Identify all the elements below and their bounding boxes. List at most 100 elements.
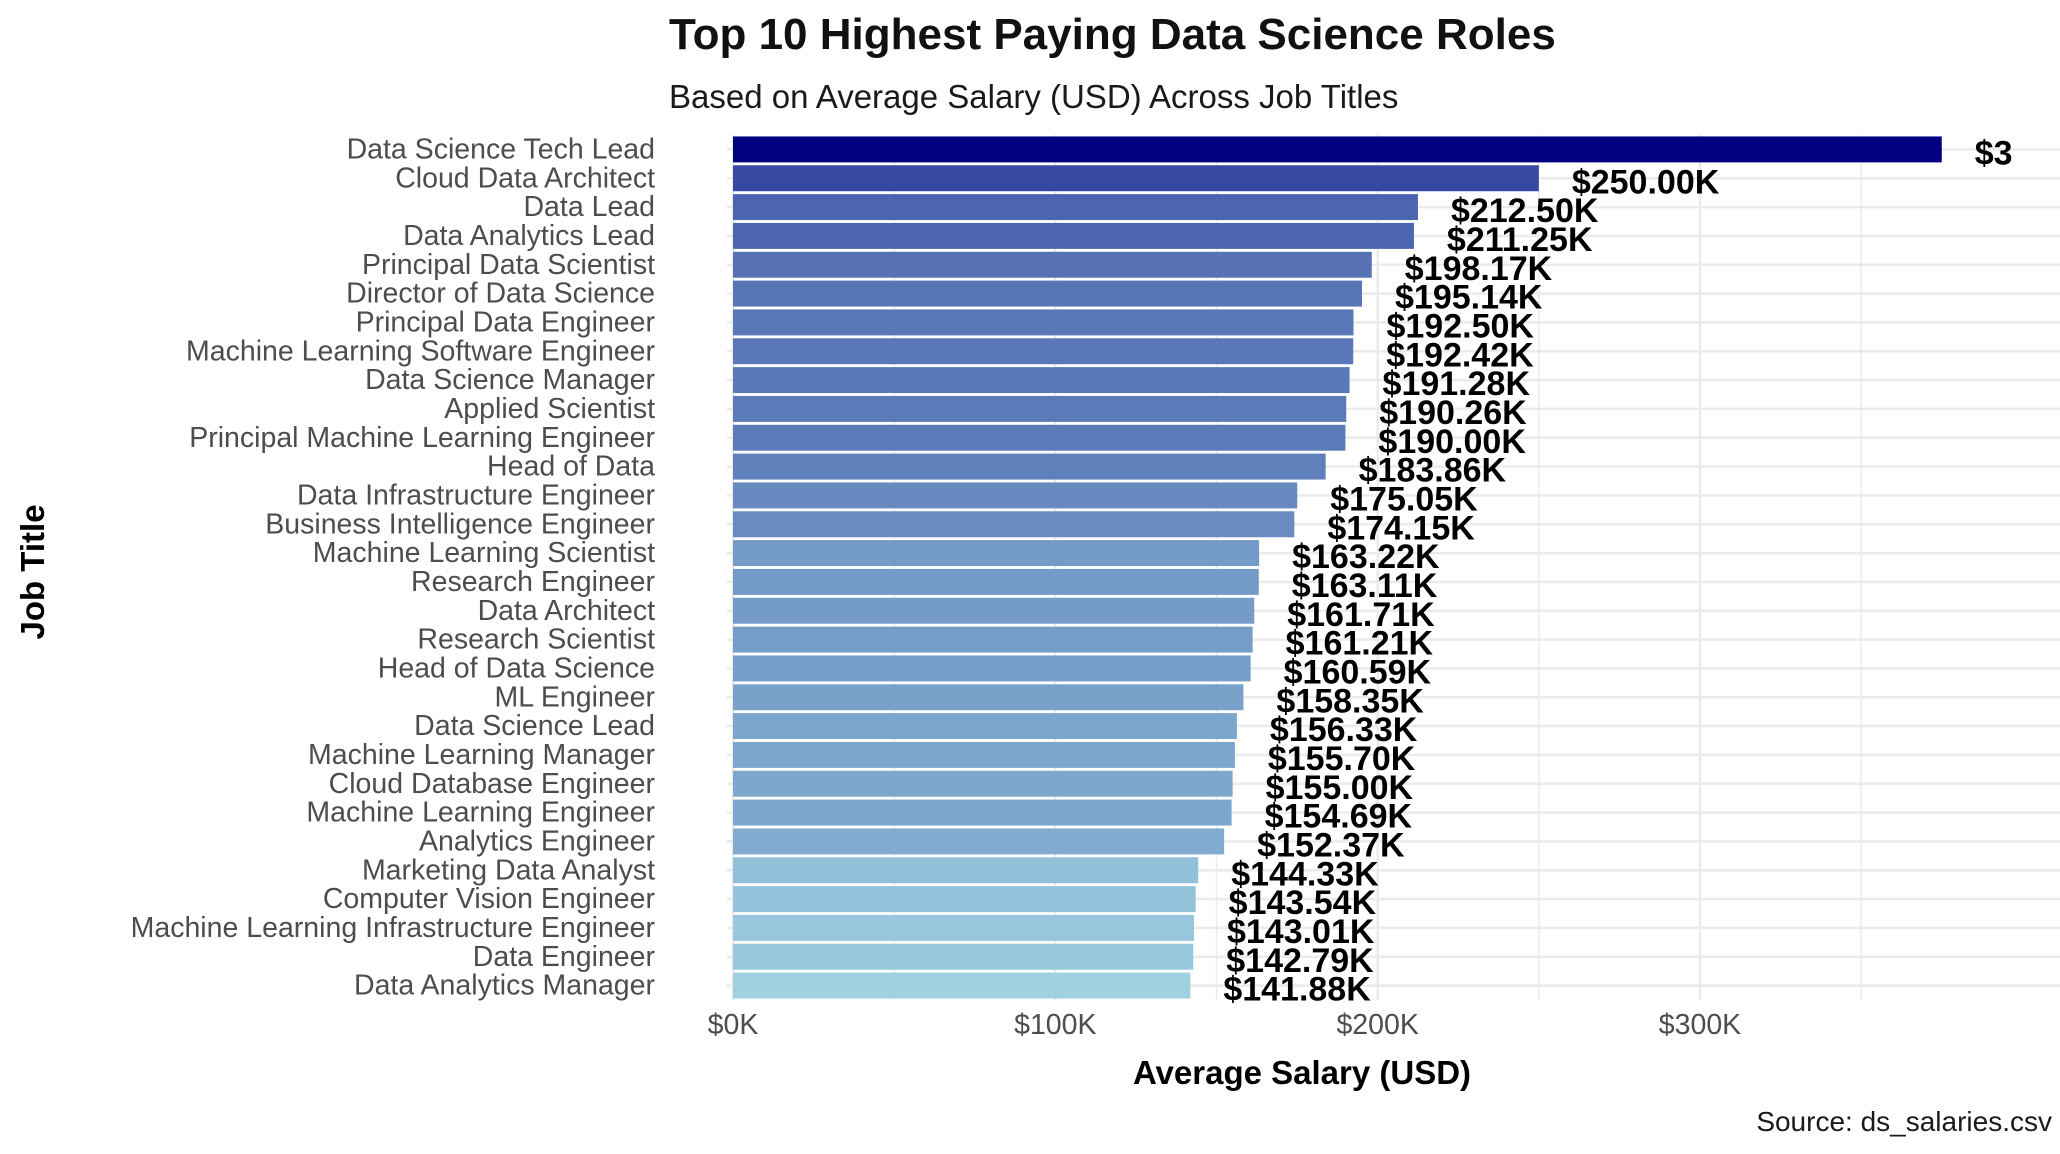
data-label: $141.88K	[1223, 971, 1371, 1009]
chart-title: Top 10 Highest Paying Data Science Roles	[669, 10, 1556, 59]
y-tick-label: Cloud Database Engineer	[329, 768, 656, 800]
chart-caption: Source: ds_salaries.csv	[1756, 1106, 2052, 1137]
data-label: $160.59K	[1284, 653, 1432, 691]
y-tick-label: Data Science Lead	[414, 710, 655, 742]
bar	[733, 857, 1199, 884]
bar	[733, 309, 1354, 336]
data-label: $190.26K	[1379, 394, 1527, 432]
y-tick-label: Research Engineer	[411, 566, 655, 598]
bar	[733, 770, 1233, 797]
y-tick-label: Applied Scientist	[444, 393, 655, 425]
y-tick-label: Data Engineer	[473, 941, 656, 973]
y-tick-label: Data Infrastructure Engineer	[297, 479, 656, 511]
chart-subtitle: Based on Average Salary (USD) Across Job…	[669, 78, 1399, 115]
y-tick-label: Data Analytics Lead	[403, 220, 655, 252]
data-label: $161.71K	[1287, 596, 1435, 634]
y-tick-label: Principal Data Engineer	[356, 306, 656, 338]
bar	[733, 453, 1326, 480]
y-tick-label: Machine Learning Scientist	[313, 537, 655, 569]
y-tick-label: Data Analytics Manager	[354, 970, 655, 1002]
bar	[733, 626, 1253, 653]
y-tick-label: Machine Learning Infrastructure Engineer	[131, 912, 656, 944]
data-label: $143.54K	[1229, 884, 1377, 922]
y-tick-label: Business Intelligence Engineer	[265, 508, 655, 540]
bar	[733, 713, 1237, 740]
y-tick-label: Marketing Data Analyst	[362, 854, 655, 886]
bar	[733, 655, 1251, 682]
data-label: $192.50K	[1386, 307, 1534, 345]
y-axis-title: Job Title	[14, 504, 51, 639]
y-tick-label: Computer Vision Engineer	[323, 883, 656, 915]
data-label: $158.35K	[1276, 682, 1424, 720]
bar	[733, 828, 1225, 855]
x-tick-label: $200K	[1336, 1009, 1418, 1041]
data-label: $144.33K	[1231, 855, 1379, 893]
y-tick-label: Director of Data Science	[346, 278, 655, 310]
data-label: $161.21K	[1286, 625, 1434, 663]
data-label: $155.70K	[1268, 740, 1416, 778]
y-tick-label: Data Architect	[478, 595, 655, 627]
y-tick-label: Principal Data Scientist	[362, 249, 655, 281]
bar	[733, 568, 1259, 595]
bar	[733, 597, 1255, 624]
data-label: $174.15K	[1327, 509, 1475, 547]
bar	[733, 482, 1298, 509]
y-tick-label: Analytics Engineer	[419, 825, 656, 857]
y-tick-label: Head of Data Science	[378, 652, 655, 684]
bar	[733, 222, 1414, 249]
y-tick-label: Machine Learning Manager	[308, 739, 655, 771]
data-label: $155.00K	[1266, 769, 1414, 807]
y-tick-label: Machine Learning Engineer	[306, 797, 655, 829]
y-tick-label: Cloud Data Architect	[395, 162, 655, 194]
x-tick-label: $100K	[1014, 1009, 1096, 1041]
x-tick-labels: $0K $100K $200K $300K	[708, 1009, 1742, 1041]
data-label: $3	[1975, 134, 2013, 172]
bar	[733, 367, 1350, 394]
y-tick-label: ML Engineer	[494, 681, 655, 713]
y-tick-label: Research Scientist	[417, 624, 655, 656]
data-label: $192.42K	[1386, 336, 1534, 374]
data-label: $250.00K	[1572, 163, 1720, 201]
data-label: $198.17K	[1405, 250, 1553, 288]
data-label: $211.25K	[1447, 221, 1593, 259]
data-label: $183.86K	[1359, 452, 1507, 490]
data-label: $142.79K	[1226, 942, 1374, 980]
data-label: $190.00K	[1378, 423, 1526, 461]
x-tick-label: $300K	[1659, 1009, 1741, 1041]
data-label: $163.22K	[1292, 538, 1440, 576]
bars	[733, 136, 1942, 999]
bar	[733, 338, 1354, 365]
bar	[733, 424, 1346, 451]
data-label: $143.01K	[1227, 913, 1375, 951]
bar	[733, 972, 1191, 999]
bar	[733, 194, 1418, 221]
data-label: $195.14K	[1395, 279, 1543, 317]
bar	[733, 280, 1363, 307]
data-label: $212.50K	[1451, 192, 1599, 230]
data-label: $191.28K	[1383, 365, 1531, 403]
bar	[733, 684, 1244, 711]
data-label: $156.33K	[1270, 711, 1418, 749]
data-label: $163.11K	[1292, 567, 1438, 605]
bar	[733, 251, 1372, 278]
data-label: $154.69K	[1265, 798, 1413, 836]
bar	[733, 799, 1232, 826]
y-tick-label: Principal Machine Learning Engineer	[189, 422, 655, 454]
bar	[733, 886, 1196, 913]
bar	[733, 395, 1347, 422]
y-tick-label: Data Science Tech Lead	[347, 133, 655, 165]
y-tick-label: Data Science Manager	[365, 364, 655, 396]
bar	[733, 741, 1235, 768]
bar	[733, 943, 1194, 970]
bar	[733, 136, 1942, 163]
data-label: $175.05K	[1330, 480, 1478, 518]
x-tick-label: $0K	[708, 1009, 759, 1041]
bar	[733, 540, 1260, 567]
data-label: $152.37K	[1257, 826, 1405, 864]
y-tick-label: Head of Data	[487, 451, 655, 483]
bar	[733, 165, 1539, 192]
data-labels: $3 $250.00K$212.50K$211.25K$198.17K$195.1…	[1223, 134, 2012, 1008]
x-axis-title: Average Salary (USD)	[1133, 1054, 1471, 1091]
